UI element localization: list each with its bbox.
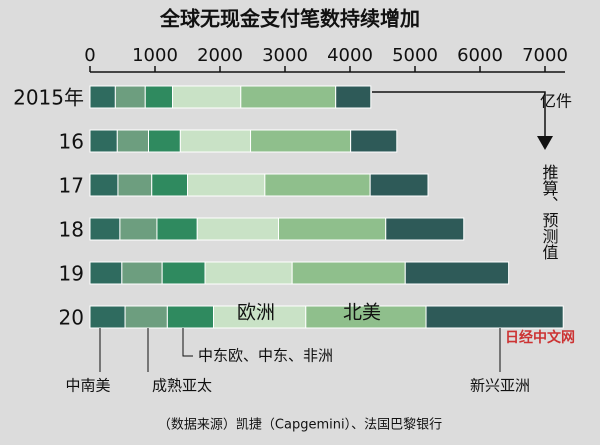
bar-segment: [264, 173, 371, 197]
bar-segment: [151, 173, 188, 197]
bar-segment: [425, 305, 564, 329]
x-tick-label: 7000: [522, 45, 568, 66]
bar-segment: [278, 217, 387, 241]
x-tick-label: 1000: [132, 45, 178, 66]
bar-segment: [404, 261, 510, 285]
unit-label: 亿件: [540, 92, 572, 111]
bar-segment: [156, 217, 198, 241]
bar-segment: [335, 85, 372, 109]
annotation: 推算、预测值: [540, 164, 559, 260]
y-tick-label: 18: [59, 218, 84, 242]
bar-segment: [124, 305, 168, 329]
bar-segment: [204, 261, 293, 285]
y-tick-label: 17: [59, 174, 84, 198]
bar-segment: [89, 85, 116, 109]
legend-label: 北美: [343, 302, 381, 324]
bar-segment: [114, 85, 146, 109]
bar-segment: [121, 261, 163, 285]
watermark: 日经中文网: [505, 329, 575, 346]
arrow-head: [537, 136, 553, 150]
legend-label: 欧洲: [237, 302, 275, 324]
legend-label: 成熟亚太: [152, 377, 212, 395]
bar-segment: [148, 129, 181, 153]
y-tick-label: 19: [59, 262, 84, 286]
source: （数据来源）凯捷（Capgemini）、法国巴黎银行: [158, 418, 442, 433]
bar-segment: [291, 261, 406, 285]
bar-segment: [89, 217, 121, 241]
bar-segment: [166, 305, 215, 329]
bar-segment: [187, 173, 266, 197]
x-tick-label: 4000: [327, 45, 373, 66]
bar-segment: [250, 129, 352, 153]
bar-segment: [240, 85, 337, 109]
bar-segment: [196, 217, 279, 241]
bar-segment: [89, 261, 123, 285]
bar-segment: [89, 129, 118, 153]
bar-segment: [89, 173, 119, 197]
chart-title: 全球无现金支付笔数持续增加: [159, 7, 420, 31]
legend-label: 新兴亚洲: [470, 377, 530, 395]
leader-line: [182, 328, 193, 357]
x-tick-label: 2000: [197, 45, 243, 66]
x-tick-label: 6000: [457, 45, 503, 66]
bar-segment: [350, 129, 398, 153]
bar-segment: [89, 305, 126, 329]
y-tick-label: 2015年: [13, 86, 84, 110]
bar-segment: [161, 261, 206, 285]
bar-segment: [116, 129, 150, 153]
y-tick-label: 20: [59, 306, 84, 330]
y-tick-label: 16: [59, 130, 84, 154]
bar-segment: [172, 85, 242, 109]
legend-label: 中南美: [65, 377, 110, 395]
x-tick-label: 0: [84, 45, 95, 66]
bar-segment: [369, 173, 429, 197]
arrow-line: [372, 91, 546, 140]
bar-segment: [119, 217, 158, 241]
bar-segment: [179, 129, 252, 153]
bar-segment: [385, 217, 465, 241]
x-tick-label: 5000: [392, 45, 438, 66]
bar-segment: [144, 85, 174, 109]
x-tick-label: 3000: [262, 45, 308, 66]
legend-label: 中东欧、中东、非洲: [198, 347, 333, 365]
bar-segment: [117, 173, 153, 197]
